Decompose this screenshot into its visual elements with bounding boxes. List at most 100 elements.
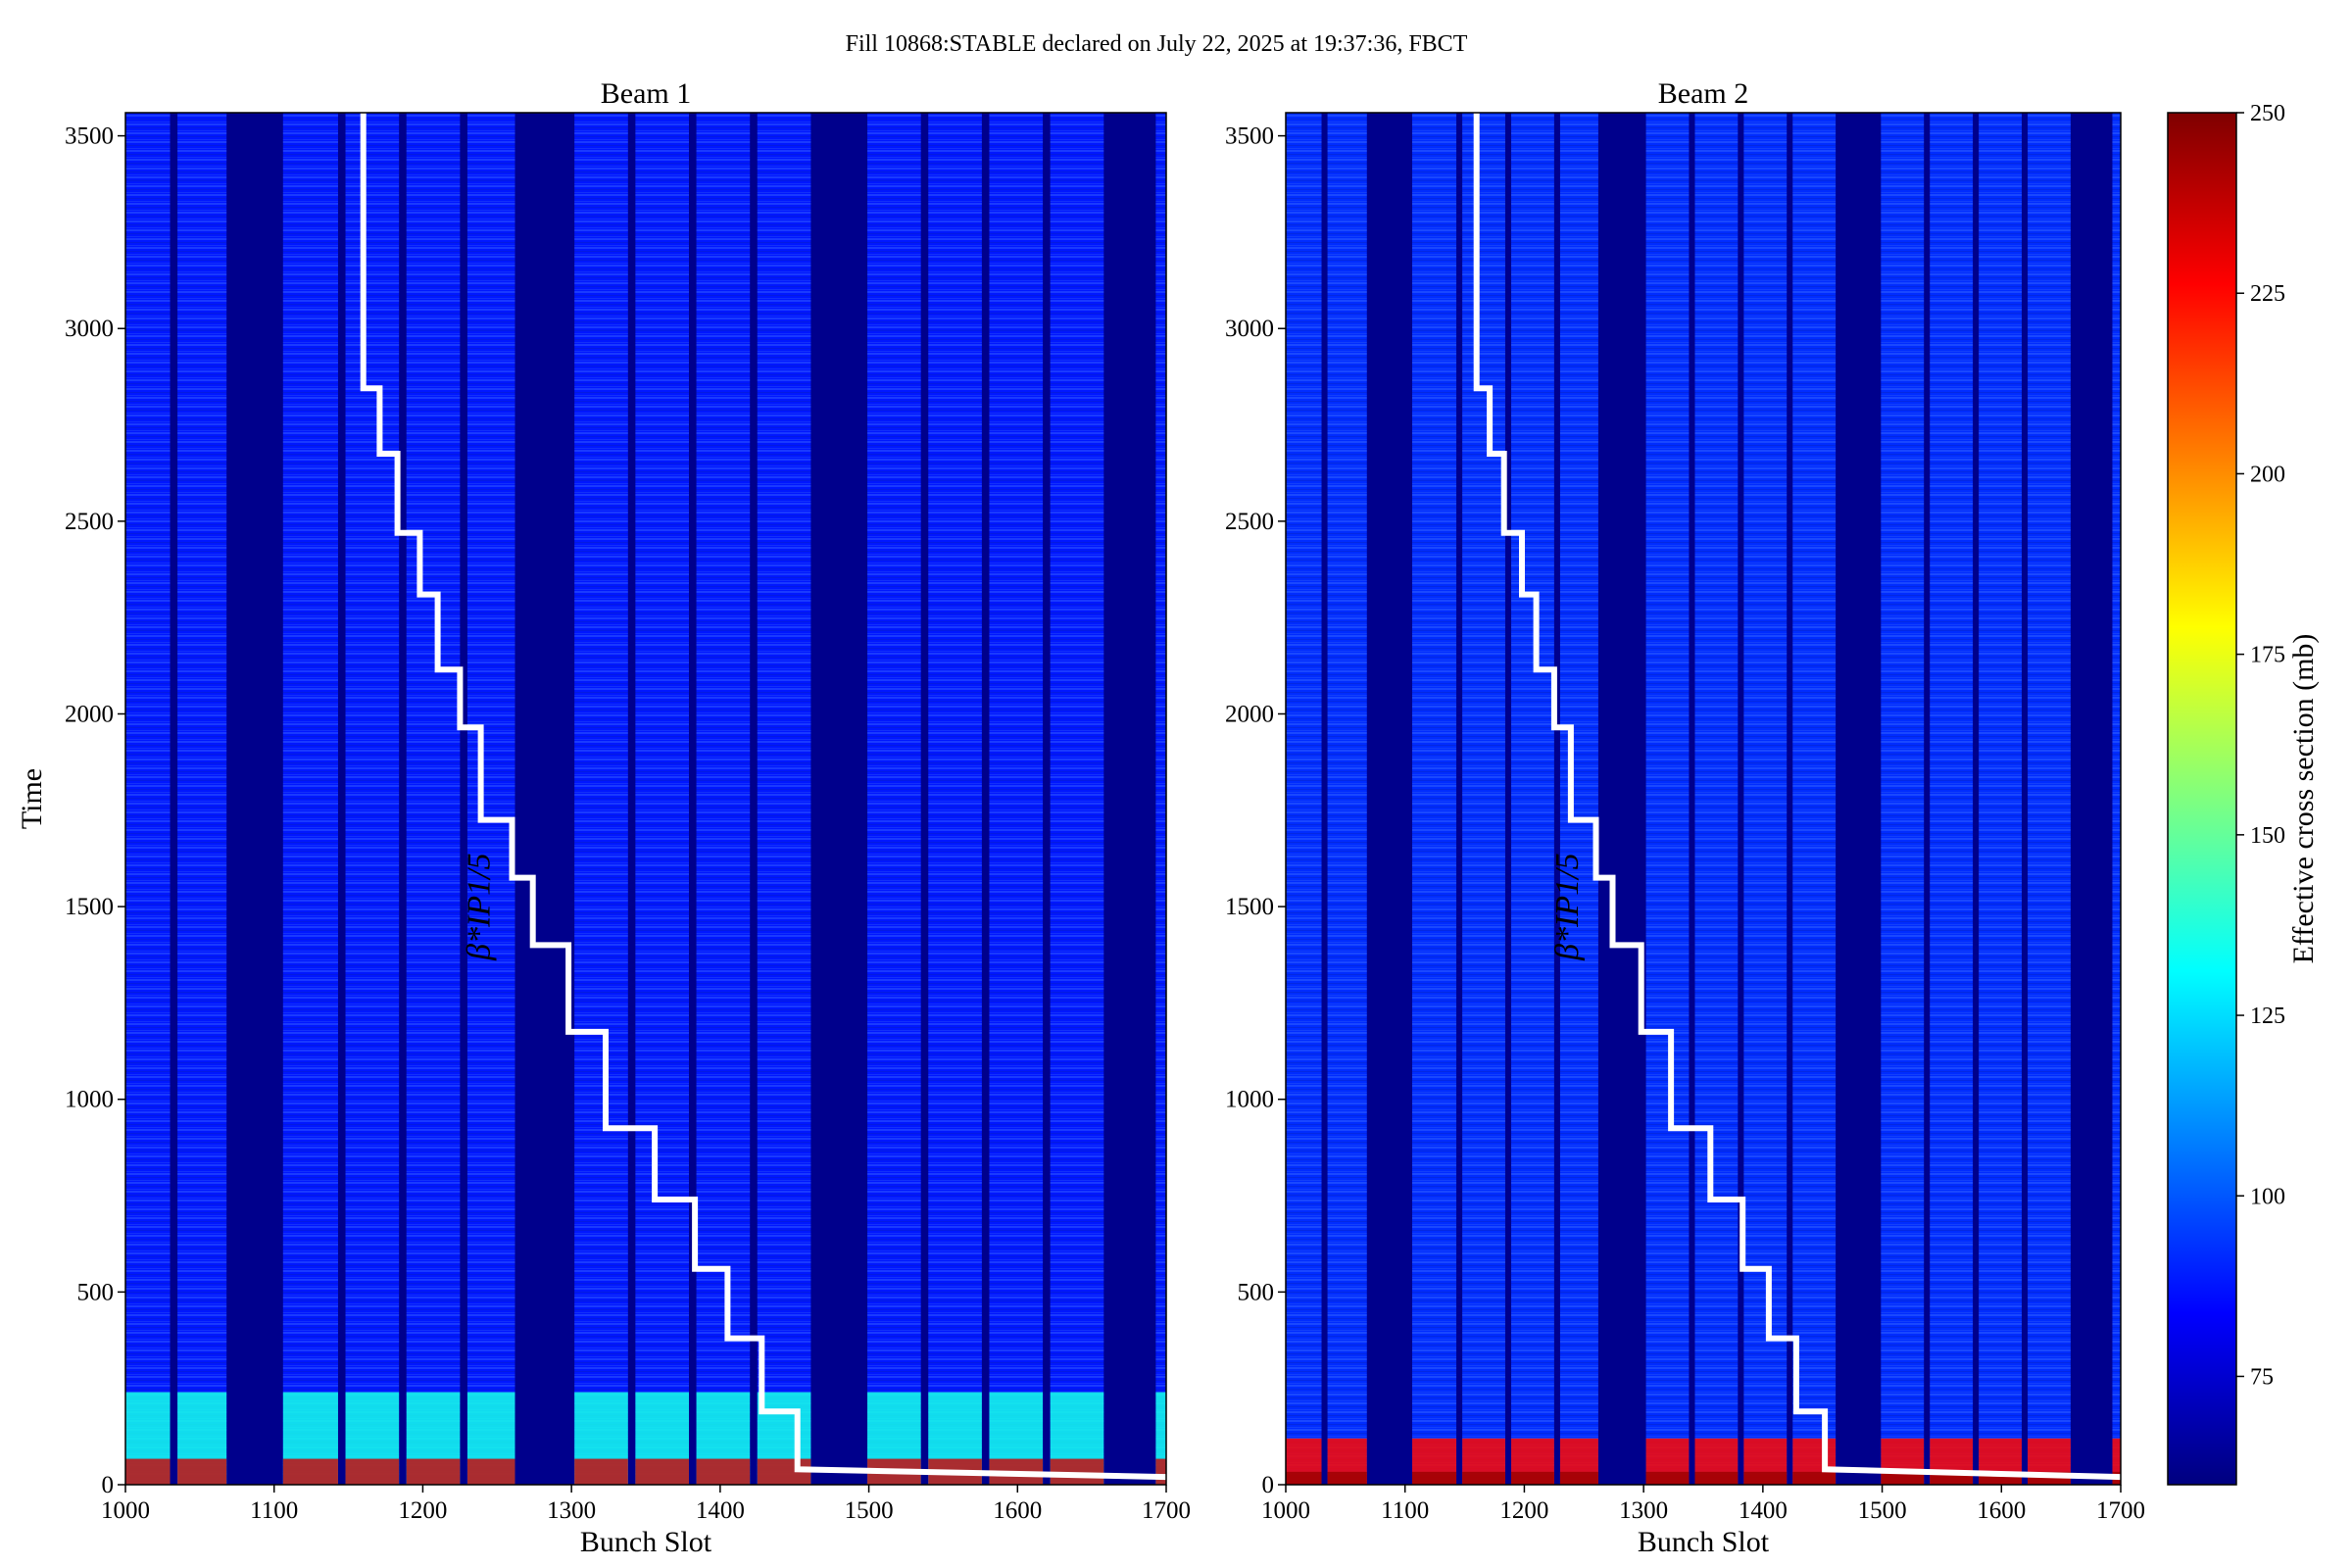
bunch-train [1881, 113, 1925, 1485]
y-axis-label: Time [16, 768, 48, 829]
bunch-train [1050, 113, 1104, 1485]
train-start-peak [1155, 1458, 1166, 1485]
train-start-peak [125, 1458, 171, 1485]
y-tick-label: 2500 [65, 509, 114, 535]
colorbar-tick-label: 175 [2250, 643, 2285, 668]
y-tick-label: 1500 [1225, 894, 1274, 920]
beta-star-staircase [1473, 113, 2122, 1481]
y-tick-label: 2500 [1225, 509, 1274, 535]
bunch-train [989, 113, 1044, 1485]
train-texture [1881, 113, 1925, 1485]
y-tick-label: 2000 [1225, 701, 1274, 727]
train-texture [282, 113, 338, 1485]
y-tick-label: 1000 [1225, 1087, 1274, 1113]
bunch-train [574, 113, 628, 1485]
panel-beam-2: β*IP1/5 Beam 2 1000 1100 1200 1300 1400 1500 160… [1225, 77, 2145, 1558]
x-tick-label: 1700 [1142, 1497, 1191, 1524]
bunch-train [1155, 113, 1166, 1485]
train-texture [1286, 113, 1322, 1485]
axes-frame [124, 112, 1167, 1486]
train-texture [1930, 113, 1974, 1485]
figure-suptitle: Fill 10868:STABLE declared on July 22, 2… [846, 31, 1468, 57]
train-start-peak [466, 1458, 515, 1485]
colorbar-label: Effective cross section (mb) [2287, 634, 2320, 964]
bunch-train [1743, 113, 1788, 1485]
train-start-peak [1694, 1471, 1739, 1485]
train-texture [867, 113, 921, 1485]
colorbar-tick-label: 75 [2250, 1364, 2274, 1390]
beta-star-annotation: β*IP1/5 [1549, 853, 1586, 960]
train-texture [1743, 113, 1788, 1485]
train-start-peak [1645, 1471, 1690, 1485]
y-tick-label: 0 [1262, 1472, 1275, 1498]
train-texture [1327, 113, 1367, 1485]
panel-beam-1: β*IP1/5 Beam 1 1000 1100 1200 1300 1400 1500 160… [16, 77, 1191, 1558]
train-texture [406, 113, 461, 1485]
train-texture [1645, 113, 1690, 1485]
train-start-peak [1412, 1471, 1457, 1485]
colorbar-gradient [2167, 112, 2237, 1486]
y-tick-label: 0 [102, 1472, 115, 1498]
bunch-train [1462, 113, 1505, 1485]
train-start-peak [1511, 1471, 1554, 1485]
x-tick-label: 1700 [2096, 1497, 2145, 1524]
bunch-train [1511, 113, 1554, 1485]
x-tick-label: 1300 [1619, 1497, 1668, 1524]
x-tick-label: 1400 [696, 1497, 745, 1524]
y-tick-label: 1500 [65, 894, 114, 920]
y-tick-label: 3500 [65, 123, 114, 150]
bunch-train [1412, 113, 1457, 1485]
colorbar-tick-label: 225 [2250, 281, 2285, 307]
train-texture [345, 113, 400, 1485]
y-tick-label: 3000 [65, 316, 114, 342]
train-start-peak [177, 1458, 227, 1485]
bunch-train [635, 113, 689, 1485]
x-tick-label: 1500 [845, 1497, 894, 1524]
train-start-peak [1286, 1471, 1322, 1485]
train-texture [1462, 113, 1505, 1485]
beta-star-annotation: β*IP1/5 [462, 853, 498, 960]
x-tick-label: 1100 [250, 1497, 298, 1524]
bunch-train [406, 113, 461, 1485]
x-tick-label: 1500 [1858, 1497, 1907, 1524]
y-tick-label: 3000 [1225, 316, 1274, 342]
x-tick-label: 1400 [1739, 1497, 1788, 1524]
train-start-peak [406, 1458, 461, 1485]
train-start-peak [1881, 1471, 1925, 1485]
bunch-train [2112, 113, 2121, 1485]
x-tick-label: 1300 [547, 1497, 596, 1524]
train-early-band [1155, 1392, 1166, 1485]
train-texture [2112, 113, 2121, 1485]
train-early-band [2112, 1438, 2121, 1485]
train-start-peak [1462, 1471, 1505, 1485]
colorbar-tick-label: 250 [2250, 101, 2285, 126]
y-tick-label: 1000 [65, 1087, 114, 1113]
axes-title: Beam 2 [1658, 77, 1748, 110]
train-start-peak [1792, 1471, 1837, 1485]
x-axis-label: Bunch Slot [580, 1526, 712, 1558]
colorbar-tick-label: 100 [2250, 1184, 2285, 1209]
train-texture [2028, 113, 2071, 1485]
train-start-peak [345, 1458, 400, 1485]
x-tick-label: 1000 [1261, 1497, 1310, 1524]
train-texture [1155, 113, 1166, 1485]
x-tick-label: 1600 [1977, 1497, 2026, 1524]
bunch-train [282, 113, 338, 1485]
train-texture [928, 113, 982, 1485]
train-start-peak [1050, 1458, 1104, 1485]
y-tick-label: 500 [77, 1279, 115, 1305]
train-start-peak [1327, 1471, 1367, 1485]
train-start-peak [282, 1458, 338, 1485]
train-start-peak [574, 1458, 628, 1485]
train-texture [635, 113, 689, 1485]
colorbar: 75 100 125 150 175 200 225 250 Effective cross … [2167, 101, 2320, 1486]
y-tick-label: 500 [1238, 1279, 1275, 1305]
bunch-train [466, 113, 515, 1485]
axes-frame [1285, 112, 2122, 1486]
colorbar-tick-label: 125 [2250, 1004, 2285, 1029]
bunch-train [1792, 113, 1837, 1485]
train-texture [574, 113, 628, 1485]
bunch-train [928, 113, 982, 1485]
bunch-train [696, 113, 751, 1485]
